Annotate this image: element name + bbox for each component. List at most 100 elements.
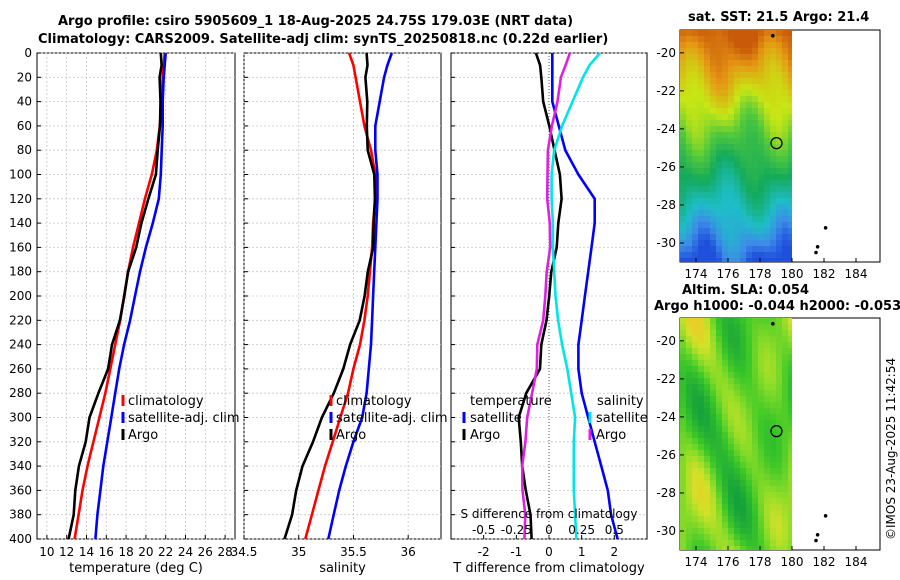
sst-map-cell: [788, 222, 792, 228]
sst-map-cell: [746, 240, 752, 246]
sst-map-cell: [692, 246, 698, 252]
sst-map-cell: [692, 48, 698, 54]
sla-map-cell: [758, 366, 764, 372]
sst-map-cell: [758, 168, 764, 174]
sla-map-cell: [776, 372, 782, 378]
sla-map-cell: [758, 480, 764, 486]
sst-map-cell: [770, 180, 776, 186]
sst-map-cell: [704, 78, 710, 84]
sst-map-cell: [782, 258, 788, 262]
sla-map-cell: [722, 456, 728, 462]
sla-map-cell: [704, 456, 710, 462]
island-marker: [814, 538, 818, 543]
sla-map-cell: [728, 324, 734, 330]
sst-map-cell: [770, 240, 776, 246]
sla-map-cell: [782, 432, 788, 438]
sla-map-cell: [698, 360, 704, 366]
sst-map-cell: [752, 102, 758, 108]
sst-map-cell: [704, 240, 710, 246]
sla-map-cell: [710, 378, 716, 384]
sst-map-cell: [728, 126, 734, 132]
sst-map-cell: [710, 42, 716, 48]
sla-map-cell: [758, 396, 764, 402]
island-marker: [815, 532, 820, 537]
sst-map-cell: [704, 84, 710, 90]
sla-map-cell: [776, 342, 782, 348]
sst-map-cell: [716, 174, 722, 180]
sla-map-cell: [740, 324, 746, 330]
sla-map-cell: [704, 354, 710, 360]
sst-map-cell: [758, 192, 764, 198]
sst-map-cell: [728, 204, 734, 210]
sst-map-lon-label: 178: [749, 267, 772, 281]
sst-map-lon-label: 182: [813, 267, 836, 281]
sla-map-cell: [776, 516, 782, 522]
sla-map-cell: [764, 348, 770, 354]
sla-map-cell: [710, 546, 716, 550]
sla-map-cell: [788, 444, 792, 450]
sla-map-cell: [752, 450, 758, 456]
sla-map-cell: [782, 348, 788, 354]
sst-map-cell: [752, 240, 758, 246]
sst-map-cell: [734, 102, 740, 108]
sst-map-cell: [704, 192, 710, 198]
sst-map-cell: [740, 246, 746, 252]
sla-map-cell: [734, 378, 740, 384]
sla-map-cell: [776, 348, 782, 354]
sla-map-cell: [782, 522, 788, 528]
sst-map-cell: [686, 156, 692, 162]
sst-map-cell: [686, 132, 692, 138]
sst-map-cell: [776, 42, 782, 48]
sst-map-cell: [758, 240, 764, 246]
sla-map-cell: [782, 456, 788, 462]
sst-map-cell: [752, 90, 758, 96]
sla-map-cell: [758, 498, 764, 504]
depth-tick-label: 340: [9, 459, 32, 473]
sla-map-cell: [710, 492, 716, 498]
sla-map-cell: [764, 498, 770, 504]
sla-map-cell: [788, 324, 792, 330]
sla-map-cell: [752, 342, 758, 348]
sla-map-cell: [758, 456, 764, 462]
sst-map-cell: [716, 42, 722, 48]
sla-map-cell: [764, 456, 770, 462]
sst-map-cell: [698, 60, 704, 66]
sst-map-cell: [782, 252, 788, 258]
sst-map-cell: [716, 66, 722, 72]
sla-map-cell: [776, 522, 782, 528]
sla-map-cell: [704, 366, 710, 372]
sla-map-cell: [740, 348, 746, 354]
sst-map-cell: [788, 90, 792, 96]
sla-map-cell: [704, 528, 710, 534]
sst-map-cell: [776, 258, 782, 262]
sla-map-cell: [770, 522, 776, 528]
sst-map-cell: [704, 216, 710, 222]
sla-map-cell: [704, 450, 710, 456]
sla-map-cell: [686, 402, 692, 408]
sla-map-cell: [770, 354, 776, 360]
island-marker: [771, 33, 775, 38]
sst-map-cell: [716, 72, 722, 78]
sla-map-cell: [746, 366, 752, 372]
sst-map-cell: [740, 174, 746, 180]
sla-map-cell: [686, 546, 692, 550]
sst-map-cell: [692, 72, 698, 78]
sst-map-cell: [704, 156, 710, 162]
difference-series-salinity-satellite: [550, 52, 601, 540]
sla-map-cell: [716, 492, 722, 498]
sla-map-cell: [692, 384, 698, 390]
sst-map-cell: [722, 54, 728, 60]
sla-map-cell: [698, 432, 704, 438]
sst-map-cell: [680, 30, 686, 36]
sst-map-cell: [758, 42, 764, 48]
sst-map-cell: [740, 192, 746, 198]
sst-map-cell: [788, 78, 792, 84]
sla-map-cell: [692, 444, 698, 450]
sla-map-cell: [782, 498, 788, 504]
sla-map-cell: [782, 330, 788, 336]
sst-map-cell: [740, 204, 746, 210]
sla-map-cell: [686, 534, 692, 540]
sla-map-cell: [746, 384, 752, 390]
sst-map-cell: [734, 228, 740, 234]
sla-map-cell: [686, 378, 692, 384]
